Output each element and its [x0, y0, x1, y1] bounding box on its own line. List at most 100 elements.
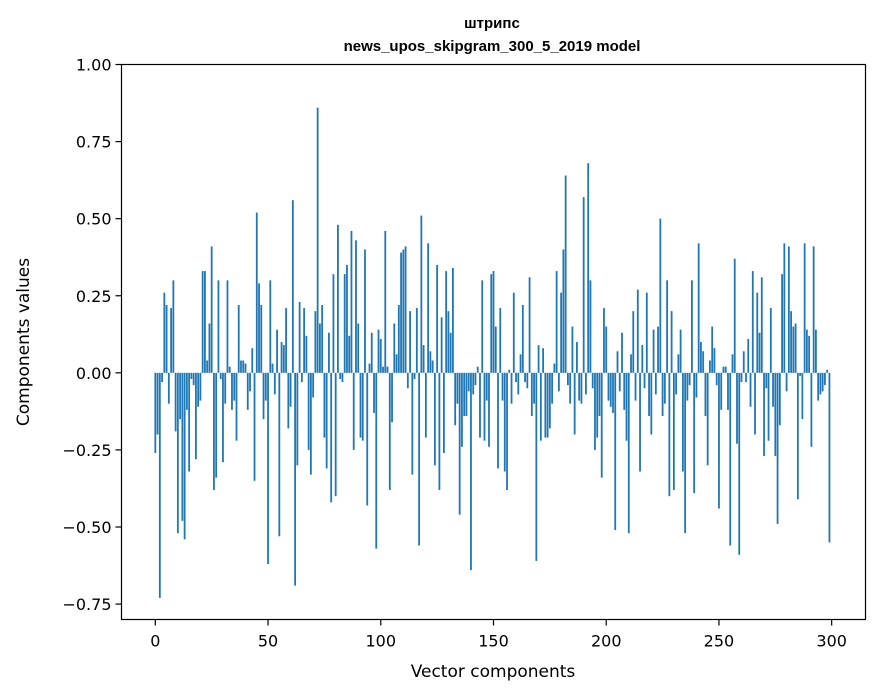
- bar: [781, 274, 783, 373]
- bar: [792, 326, 795, 373]
- bar: [438, 372, 441, 490]
- bar: [465, 372, 468, 416]
- bar: [190, 372, 193, 379]
- plot-frame: [120, 63, 867, 621]
- bar: [623, 372, 626, 410]
- bar: [528, 277, 531, 373]
- bar: [571, 326, 574, 373]
- bar: [609, 372, 612, 407]
- bar: [709, 360, 711, 373]
- bar: [208, 323, 211, 373]
- bar: [630, 354, 632, 373]
- bar: [767, 372, 770, 441]
- bar: [490, 274, 493, 373]
- bar: [654, 372, 657, 395]
- bar: [663, 372, 666, 404]
- x-tick-label: 300: [816, 632, 847, 651]
- bar: [580, 372, 583, 404]
- bar: [508, 369, 511, 373]
- bar: [815, 329, 817, 373]
- bar: [754, 372, 756, 435]
- bar: [271, 363, 274, 373]
- bar: [228, 366, 231, 373]
- bar: [463, 372, 466, 416]
- bar: [724, 366, 727, 373]
- bar: [458, 372, 461, 515]
- bar: [321, 305, 324, 373]
- y-tick-label: 1.00: [76, 56, 112, 75]
- bar: [688, 372, 691, 386]
- bar: [573, 372, 576, 435]
- bar: [461, 372, 463, 447]
- bar: [443, 372, 445, 453]
- bar: [769, 308, 772, 373]
- bar: [309, 372, 312, 475]
- bar: [154, 372, 157, 453]
- bar: [188, 372, 191, 472]
- bar: [185, 372, 188, 410]
- bar: [576, 342, 578, 373]
- bar: [679, 329, 682, 373]
- bar: [382, 366, 384, 373]
- bar: [355, 240, 357, 373]
- bar: [440, 317, 443, 373]
- bar: [454, 372, 457, 426]
- bar: [702, 351, 705, 373]
- bar: [251, 348, 254, 373]
- bar: [765, 372, 768, 389]
- bar: [319, 323, 321, 373]
- bar: [253, 372, 256, 481]
- bar: [481, 280, 484, 373]
- bar: [418, 372, 420, 546]
- bar: [474, 372, 477, 386]
- bar: [337, 224, 339, 373]
- bar: [231, 372, 233, 410]
- bar: [758, 332, 761, 373]
- bar: [303, 308, 306, 373]
- bar: [195, 372, 197, 460]
- bar: [783, 243, 786, 373]
- bar: [402, 249, 405, 373]
- bar: [718, 372, 720, 509]
- bar: [373, 372, 375, 413]
- bar: [165, 305, 168, 373]
- x-tick-label: 250: [704, 632, 735, 651]
- bar: [720, 372, 723, 410]
- bar: [738, 372, 741, 555]
- bar: [237, 305, 240, 373]
- bar: [801, 372, 804, 420]
- bar: [174, 372, 177, 432]
- bar: [542, 348, 544, 373]
- bar: [607, 372, 610, 401]
- bar: [449, 332, 452, 373]
- bar: [316, 107, 319, 373]
- bar: [170, 308, 172, 373]
- bar: [515, 372, 517, 383]
- bar: [192, 372, 195, 386]
- bar: [176, 372, 179, 534]
- bar: [785, 372, 788, 392]
- bar: [492, 271, 495, 373]
- bar: [377, 329, 380, 373]
- bar: [648, 372, 650, 416]
- bar: [510, 372, 513, 404]
- bar: [501, 372, 504, 401]
- bar: [512, 292, 515, 373]
- bar: [357, 323, 360, 373]
- bar: [415, 308, 418, 373]
- y-axis-label: Components values: [14, 258, 34, 426]
- y-tick-label: 0.75: [76, 133, 112, 152]
- bar: [219, 372, 222, 379]
- bar: [483, 372, 486, 441]
- bar: [350, 231, 353, 373]
- bar: [226, 280, 229, 373]
- bar: [598, 372, 601, 416]
- bar: [307, 372, 310, 450]
- bar: [334, 372, 337, 497]
- bar: [591, 372, 594, 389]
- bar: [519, 354, 522, 373]
- bar: [488, 372, 490, 447]
- bar: [352, 372, 355, 450]
- bar: [179, 372, 182, 420]
